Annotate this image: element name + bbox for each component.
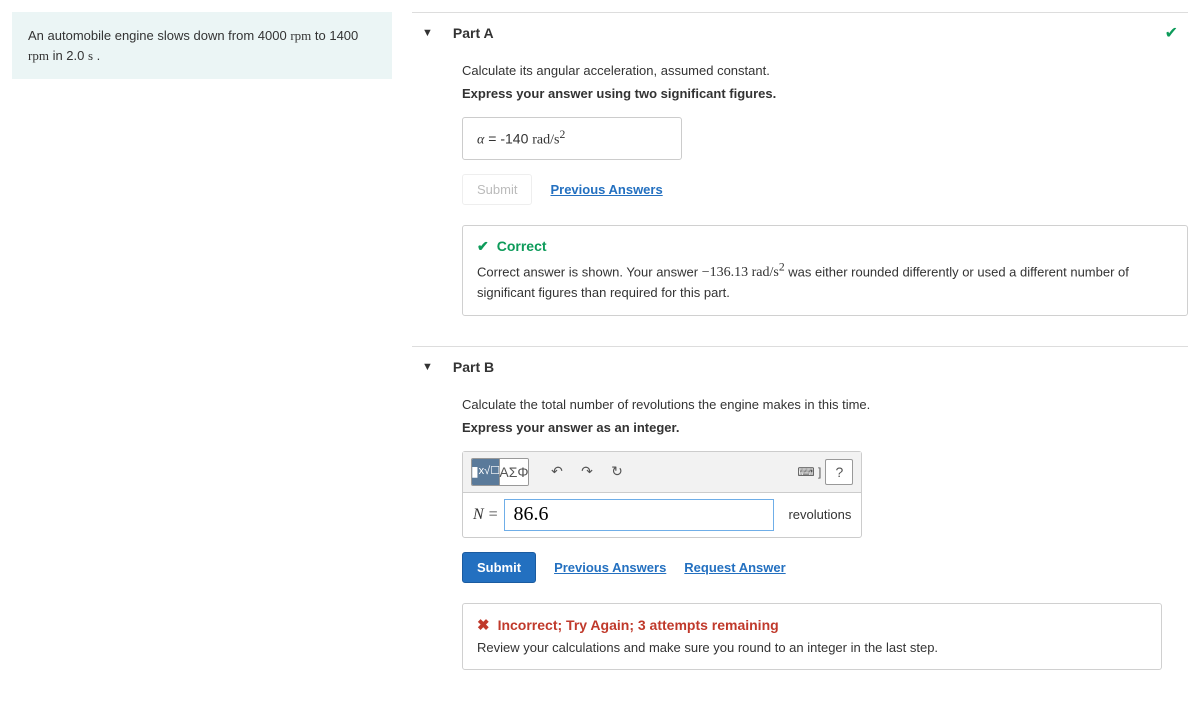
- input-unit: revolutions: [788, 507, 851, 522]
- redo-icon[interactable]: ↷: [573, 459, 601, 485]
- submit-row-a: Submit Previous Answers: [462, 174, 1188, 205]
- feedback-text: Correct answer is shown. Your answer −13…: [477, 259, 1173, 303]
- keyboard-icon[interactable]: ⌨ ]: [795, 459, 823, 485]
- main-container: An automobile engine slows down from 400…: [0, 0, 1200, 712]
- previous-answers-link[interactable]: Previous Answers: [554, 560, 666, 575]
- answer-display-a: α = -140 rad/s2: [462, 117, 682, 160]
- tool-group: ▮x√☐ ΑΣΦ: [471, 458, 529, 486]
- part-b: ▼ Part B Calculate the total number of r…: [412, 346, 1188, 701]
- template-icon[interactable]: ▮x√☐: [472, 459, 500, 485]
- problem-text: .: [93, 48, 100, 63]
- unit-rpm: rpm: [28, 48, 49, 63]
- feedback-head: Incorrect; Try Again; 3 attempts remaini…: [477, 616, 1147, 634]
- input-panel: ▮x√☐ ΑΣΦ ↶ ↷ ↻ ⌨ ] ? N =: [462, 451, 862, 538]
- instruction-bold: Express your answer as an integer.: [462, 420, 1188, 435]
- right-column: ▼ Part A ✔ Calculate its angular acceler…: [412, 12, 1188, 700]
- undo-icon[interactable]: ↶: [543, 459, 571, 485]
- sqrt-icon: x√☐: [479, 466, 500, 477]
- caret-down-icon: ▼: [422, 27, 433, 39]
- unit-rad: rad/s: [532, 133, 559, 148]
- math-toolbar: ▮x√☐ ΑΣΦ ↶ ↷ ↻ ⌨ ] ?: [463, 452, 861, 493]
- previous-answers-link[interactable]: Previous Answers: [550, 182, 662, 197]
- problem-text: in 2.0: [49, 48, 88, 63]
- problem-text: An automobile engine slows down from 400…: [28, 28, 290, 43]
- input-row: N = revolutions: [463, 493, 861, 537]
- greek-icon[interactable]: ΑΣΦ: [500, 459, 528, 485]
- problem-statement: An automobile engine slows down from 400…: [12, 12, 392, 79]
- feedback-correct: Correct Correct answer is shown. Your an…: [462, 225, 1188, 316]
- part-a-body: Calculate its angular acceleration, assu…: [412, 53, 1188, 346]
- fb-val: −136.13 rad/s: [702, 265, 779, 280]
- instruction-bold: Express your answer using two significan…: [462, 86, 1188, 101]
- equals: =: [484, 131, 500, 147]
- check-icon: ✔: [1165, 23, 1178, 43]
- answer-value: -140: [500, 131, 532, 147]
- part-a-header[interactable]: ▼ Part A ✔: [412, 13, 1188, 53]
- part-a-title: Part A: [453, 25, 494, 41]
- part-b-header[interactable]: ▼ Part B: [412, 347, 1188, 387]
- submit-button: Submit: [462, 174, 532, 205]
- answer-input[interactable]: [504, 499, 774, 531]
- fb-text: Correct answer is shown. Your answer: [477, 264, 702, 279]
- submit-button[interactable]: Submit: [462, 552, 536, 583]
- rect-icon: ▮: [471, 463, 479, 480]
- reset-icon[interactable]: ↻: [603, 459, 631, 485]
- part-b-title: Part B: [453, 359, 494, 375]
- fb-value: −136.13 rad/s2: [702, 265, 785, 280]
- var-n: N: [473, 506, 484, 523]
- left-column: An automobile engine slows down from 400…: [12, 12, 392, 700]
- submit-row-b: Submit Previous Answers Request Answer: [462, 552, 1188, 583]
- part-b-body: Calculate the total number of revolution…: [412, 387, 1188, 701]
- unit-rpm: rpm: [290, 28, 311, 43]
- equals: =: [484, 506, 499, 523]
- caret-down-icon: ▼: [422, 361, 433, 373]
- part-a: ▼ Part A ✔ Calculate its angular acceler…: [412, 12, 1188, 346]
- instruction: Calculate its angular acceleration, assu…: [462, 63, 1188, 78]
- feedback-incorrect: Incorrect; Try Again; 3 attempts remaini…: [462, 603, 1162, 671]
- help-icon[interactable]: ?: [825, 459, 853, 485]
- request-answer-link[interactable]: Request Answer: [684, 560, 785, 575]
- problem-text: to 1400: [311, 28, 358, 43]
- instruction: Calculate the total number of revolution…: [462, 397, 1188, 412]
- feedback-head: Correct: [477, 238, 1173, 255]
- unit-sup: 2: [559, 128, 565, 141]
- input-label: N =: [473, 506, 498, 524]
- feedback-text: Review your calculations and make sure y…: [477, 638, 1147, 658]
